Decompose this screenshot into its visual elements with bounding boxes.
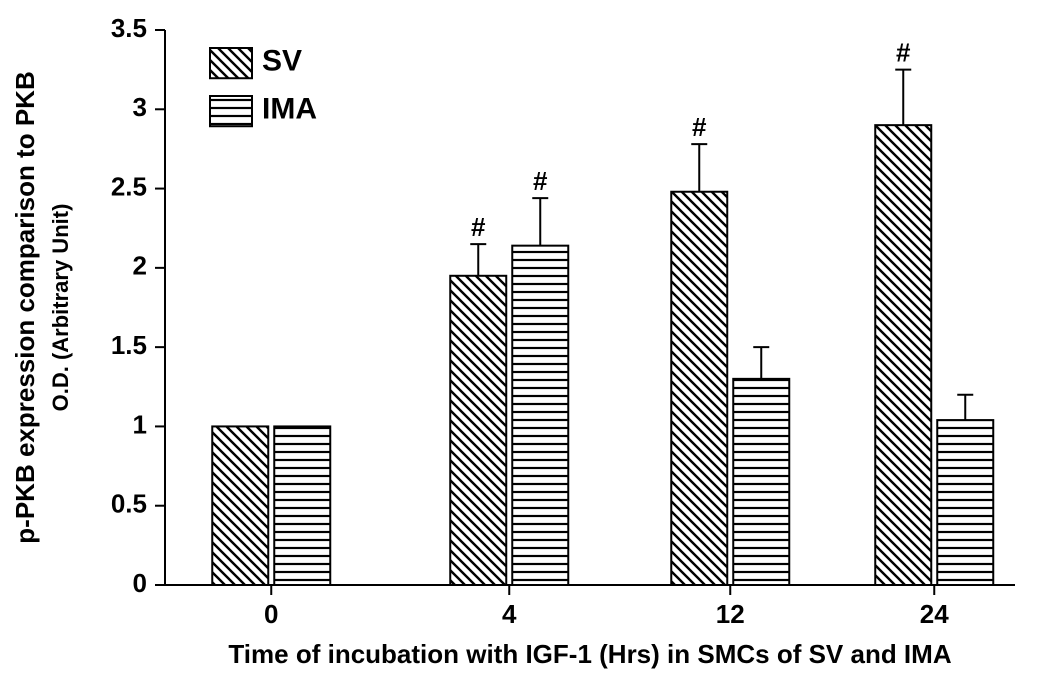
x-axis-label: Time of incubation with IGF-1 (Hrs) in S… [228,639,951,669]
bar [212,426,268,585]
bar [450,276,506,585]
significance-marker: # [533,166,548,196]
significance-marker: # [896,38,911,68]
bar-chart: 0 0.5 1 1.5 2 2.5 3 3.5 0 4 # #12 #24 # Time of incuba… [0,0,1050,686]
bar [875,125,931,585]
bar [512,246,568,585]
bar [937,420,993,585]
bar [671,192,727,585]
significance-marker: # [692,112,707,142]
bar [733,379,789,585]
y-tick-label: 2.5 [111,171,147,201]
legend-swatch [210,96,252,126]
legend-label: IMA [262,93,317,126]
y-axis-label-2: O.D. (Arbitrary Unit) [48,204,73,412]
y-tick-label: 1 [133,409,147,439]
y-tick-label: 0.5 [111,489,147,519]
significance-marker: # [471,212,486,242]
x-tick-label: 0 [264,599,278,629]
x-tick-label: 24 [920,599,949,629]
y-tick-label: 2 [133,251,147,281]
chart-container: 0 0.5 1 1.5 2 2.5 3 3.5 0 4 # #12 #24 # Time of incuba… [0,0,1050,686]
x-tick-label: 12 [716,599,745,629]
y-tick-label: 1.5 [111,330,147,360]
legend-label: SV [262,45,302,78]
x-tick-label: 4 [502,599,517,629]
y-tick-label: 0 [133,568,147,598]
y-tick-label: 3 [133,92,147,122]
y-tick-label: 3.5 [111,13,147,43]
legend-swatch [210,48,252,78]
bar [274,426,330,585]
y-axis-label-1: p-PKB expression comparison to PKB [10,71,40,543]
